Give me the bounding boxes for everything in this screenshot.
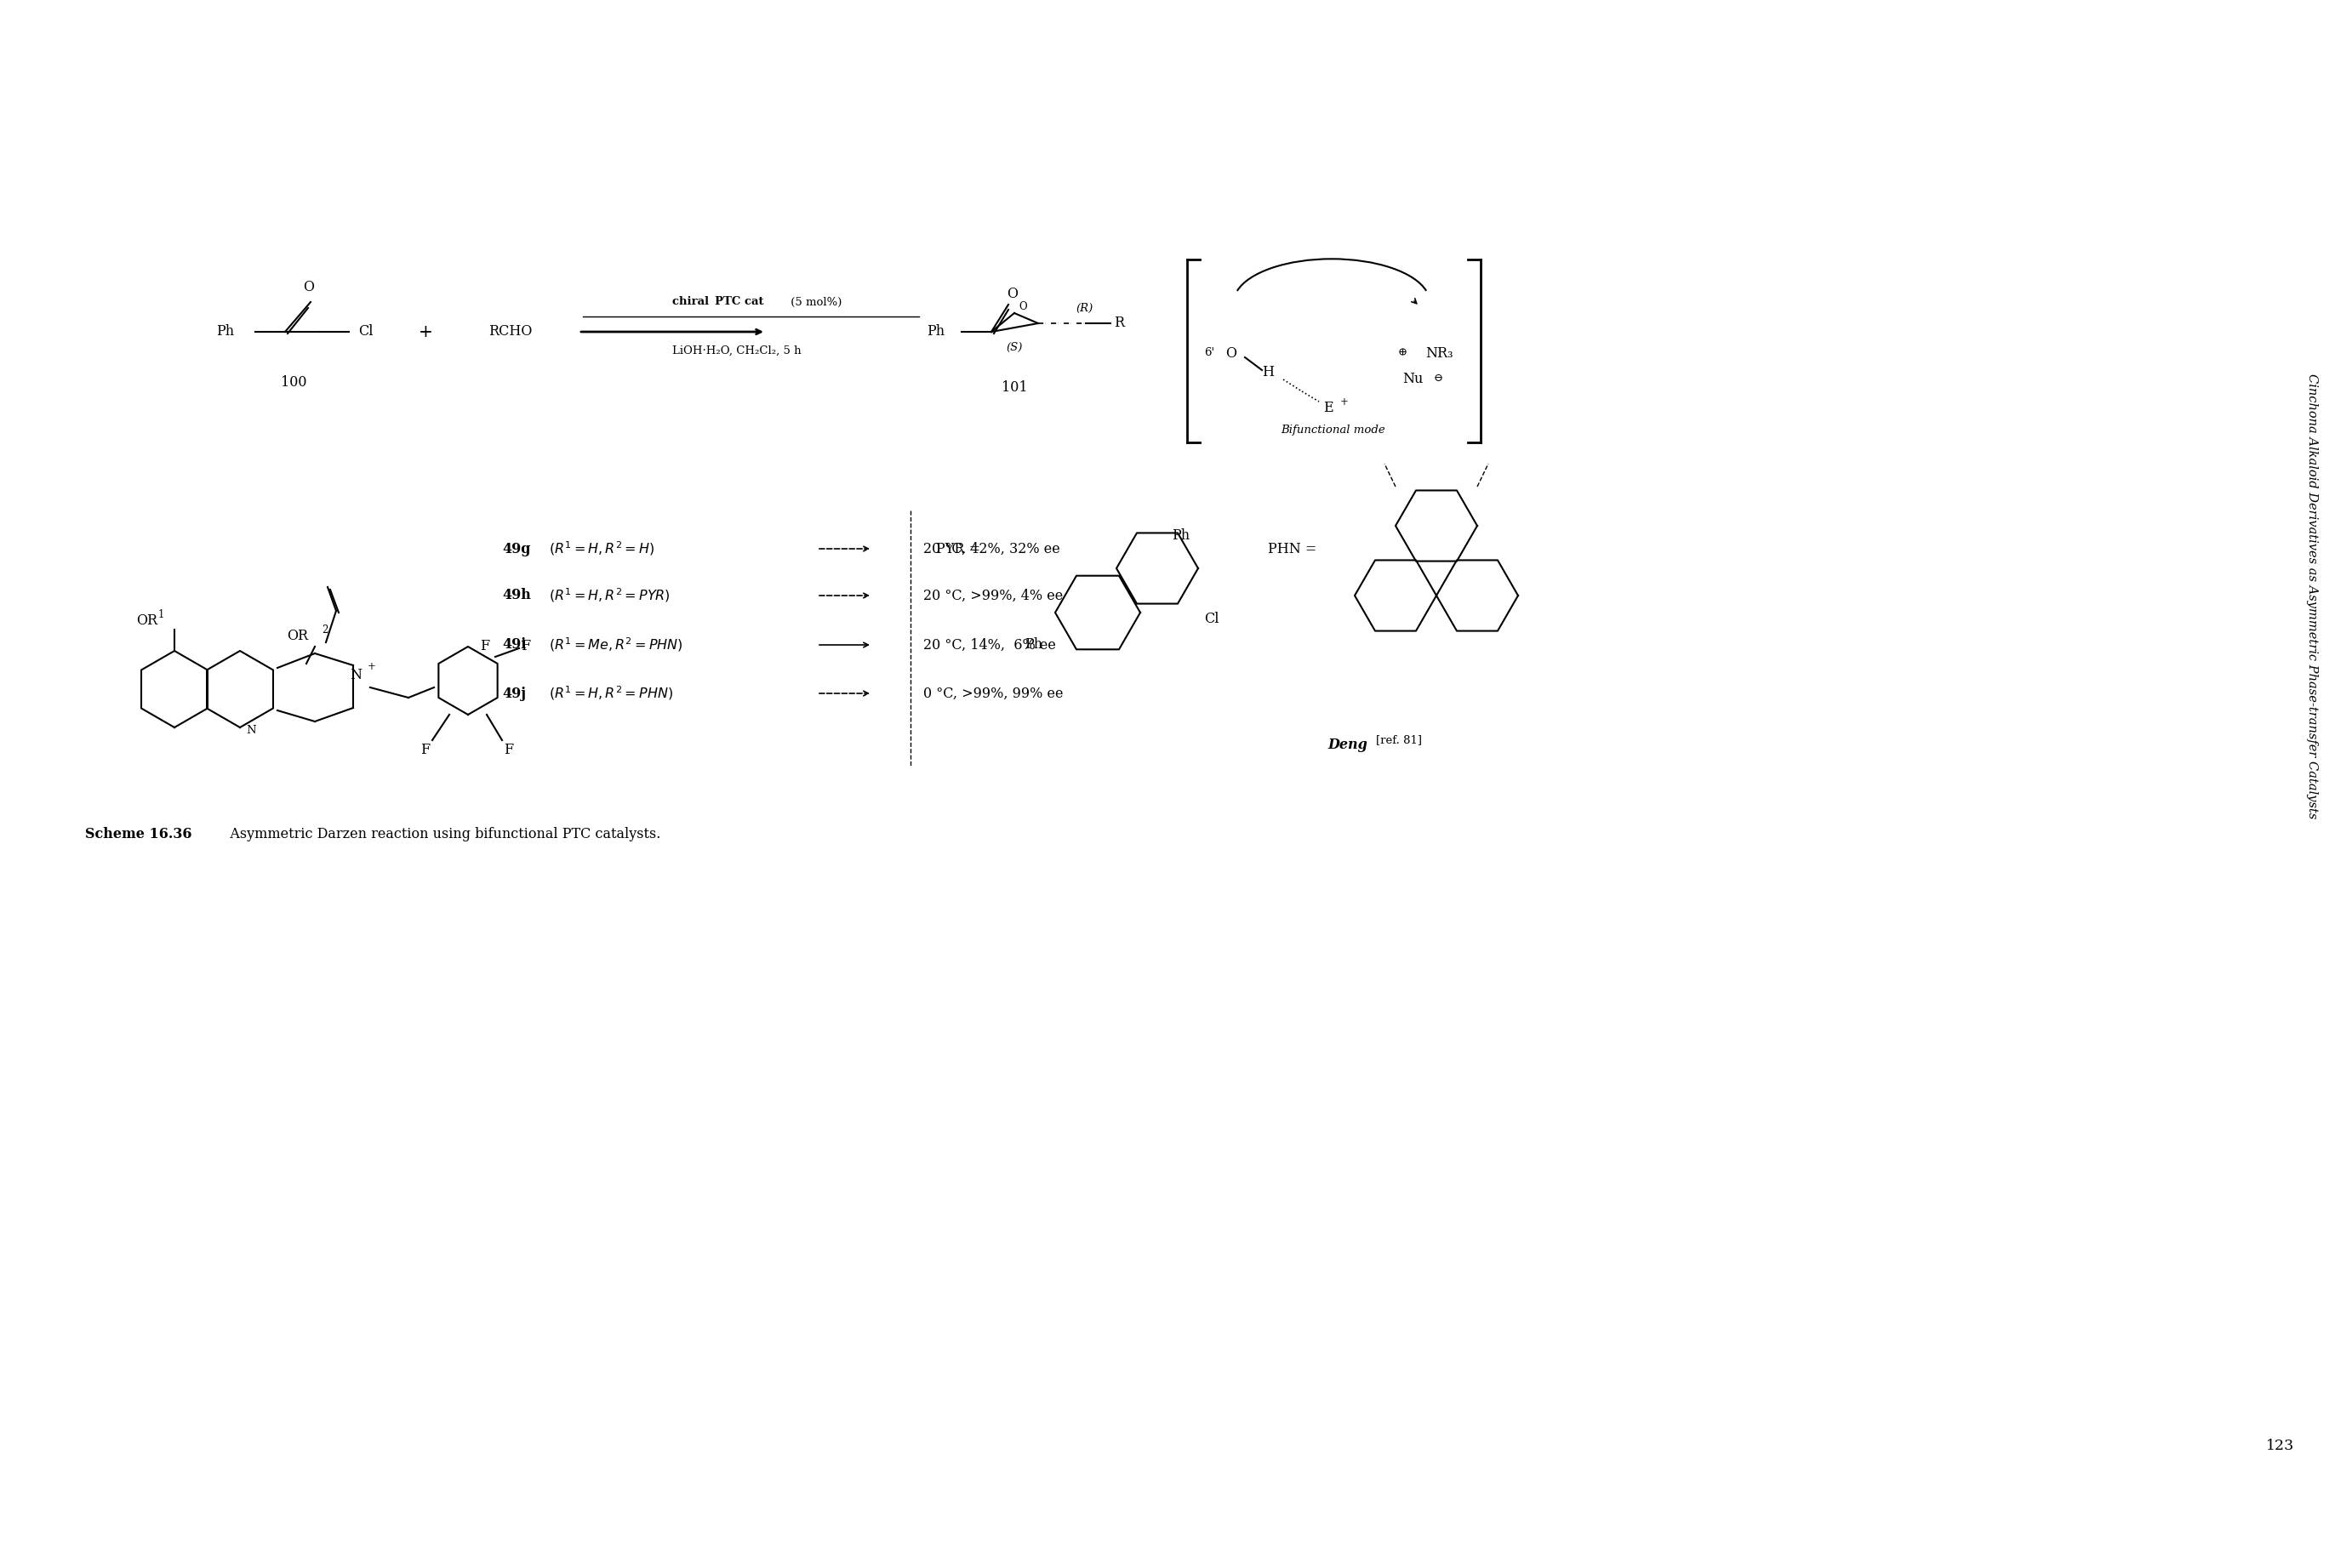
- Text: 49j: 49j: [501, 687, 527, 701]
- Text: PYR =: PYR =: [936, 541, 981, 557]
- Text: 20 °C, 42%, 32% ee: 20 °C, 42%, 32% ee: [924, 541, 1061, 557]
- Text: H: H: [1263, 365, 1275, 379]
- Text: Cl: Cl: [1204, 612, 1218, 627]
- Text: OR: OR: [287, 629, 308, 643]
- Text: Bifunctional mode: Bifunctional mode: [1282, 423, 1385, 436]
- Text: O: O: [1225, 347, 1237, 361]
- Text: Ph: Ph: [216, 325, 235, 339]
- Text: 49g: 49g: [501, 541, 532, 557]
- Text: F: F: [522, 640, 532, 654]
- Text: (5 mol%): (5 mol%): [788, 296, 842, 307]
- Text: O: O: [1018, 301, 1028, 312]
- Text: PTC cat: PTC cat: [715, 296, 764, 307]
- Text: O: O: [1007, 287, 1018, 301]
- Text: [ref. 81]: [ref. 81]: [1376, 735, 1423, 746]
- Text: R: R: [1115, 317, 1124, 331]
- Text: $(R^1 = H, R^2 = PHN)$: $(R^1 = H, R^2 = PHN)$: [548, 685, 673, 702]
- Text: 1: 1: [158, 608, 165, 619]
- Text: 20 °C, >99%, 4% ee: 20 °C, >99%, 4% ee: [924, 588, 1063, 602]
- Text: Cinchona Alkaloid Derivatives as Asymmetric Phase-transfer Catalysts: Cinchona Alkaloid Derivatives as Asymmet…: [2305, 373, 2319, 818]
- Text: F: F: [503, 743, 513, 757]
- Text: N: N: [247, 724, 256, 735]
- Text: 20 °C, 14%,  6% ee: 20 °C, 14%, 6% ee: [924, 638, 1056, 652]
- Text: (R): (R): [1077, 303, 1094, 314]
- Text: E: E: [1324, 401, 1334, 416]
- Text: ⊖: ⊖: [1432, 373, 1442, 384]
- Text: PHN =: PHN =: [1268, 541, 1317, 557]
- Text: +: +: [1341, 397, 1348, 408]
- Text: $(R^1 = H, R^2 = PYR)$: $(R^1 = H, R^2 = PYR)$: [548, 586, 670, 604]
- Text: 49i: 49i: [501, 638, 527, 652]
- Text: 100: 100: [280, 376, 306, 390]
- Text: +: +: [367, 660, 376, 671]
- Text: Nu: Nu: [1402, 372, 1423, 386]
- Text: chiral: chiral: [673, 296, 713, 307]
- Text: Ph: Ph: [1171, 528, 1190, 543]
- Text: OR: OR: [136, 613, 158, 629]
- Text: RCHO: RCHO: [489, 325, 532, 339]
- Text: 123: 123: [2267, 1439, 2296, 1454]
- Text: (S): (S): [1007, 342, 1023, 353]
- Text: $(R^1 = Me, R^2 = PHN)$: $(R^1 = Me, R^2 = PHN)$: [548, 637, 682, 654]
- Text: Ph: Ph: [1025, 638, 1042, 652]
- Text: +: +: [419, 323, 433, 340]
- Text: 49h: 49h: [501, 588, 532, 602]
- Text: 2: 2: [322, 624, 327, 635]
- Text: $(R^1 = H, R^2 = H)$: $(R^1 = H, R^2 = H)$: [548, 539, 654, 558]
- Text: 0 °C, >99%, 99% ee: 0 °C, >99%, 99% ee: [924, 687, 1063, 701]
- Text: Ph: Ph: [927, 325, 946, 339]
- Text: N: N: [350, 668, 362, 682]
- Text: 6': 6': [1204, 348, 1214, 359]
- Text: NR₃: NR₃: [1425, 347, 1454, 361]
- Text: Scheme 16.36: Scheme 16.36: [85, 826, 193, 840]
- Text: F: F: [421, 743, 430, 757]
- Text: Cl: Cl: [358, 325, 374, 339]
- Text: LiOH·H₂O, CH₂Cl₂, 5 h: LiOH·H₂O, CH₂Cl₂, 5 h: [673, 345, 802, 356]
- Text: F: F: [480, 640, 489, 654]
- Text: Asymmetric Darzen reaction using bifunctional PTC catalysts.: Asymmetric Darzen reaction using bifunct…: [216, 826, 661, 840]
- Text: Deng: Deng: [1327, 737, 1367, 751]
- Text: 101: 101: [1002, 379, 1028, 394]
- Text: ⊕: ⊕: [1397, 348, 1406, 359]
- Text: O: O: [303, 281, 315, 295]
